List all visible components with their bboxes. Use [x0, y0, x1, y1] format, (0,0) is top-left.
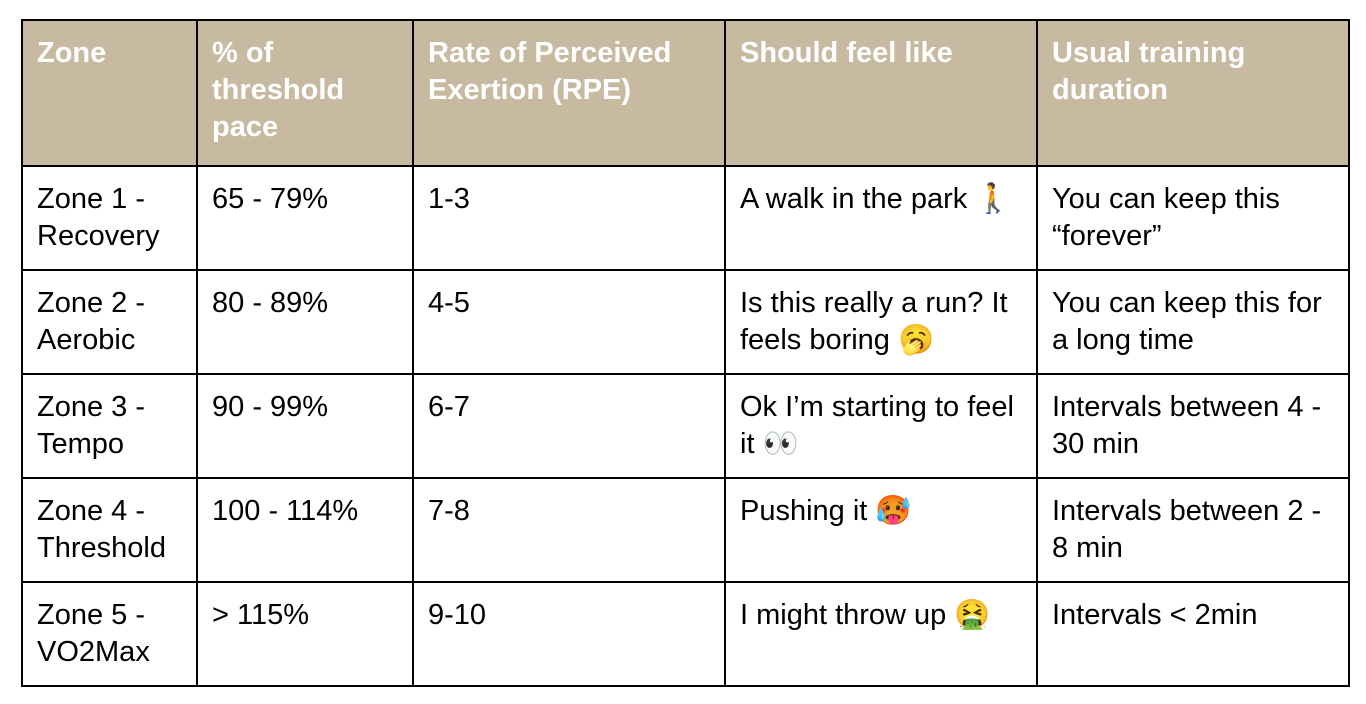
table-cell: Zone 1 - Recovery — [21, 165, 198, 271]
table-cell: 90 - 99% — [196, 373, 414, 479]
table-cell: Intervals between 4 - 30 min — [1036, 373, 1350, 479]
header-cell: Rate of Perceived Exertion (RPE) — [412, 19, 726, 167]
table-cell: 9-10 — [412, 581, 726, 687]
table-cell: 65 - 79% — [196, 165, 414, 271]
table-row: Zone 1 - Recovery 65 - 79% 1-3 A walk in th… — [21, 165, 1350, 271]
zones-table: Zone% of threshold pace Rate of Perceived… — [21, 19, 1350, 687]
table-cell: Zone 2 - Aerobic — [21, 269, 198, 375]
table-row: Zone 5 - VO2Max > 115% 9-10 I might throw u… — [21, 581, 1350, 687]
table-cell: Pushing it 🥵 — [724, 477, 1038, 583]
table-cell: 80 - 89% — [196, 269, 414, 375]
header-cell: % of threshold pace — [196, 19, 414, 167]
table-cell: You can keep this for a long time — [1036, 269, 1350, 375]
table-cell: A walk in the park 🚶 — [724, 165, 1038, 271]
header-row: Zone% of threshold pace Rate of Perceived… — [21, 19, 1350, 167]
table-body: Zone 1 - Recovery 65 - 79% 1-3 A walk in th… — [21, 165, 1350, 687]
table-cell: 6-7 — [412, 373, 726, 479]
table-cell: 4-5 — [412, 269, 726, 375]
table-cell: I might throw up 🤮 — [724, 581, 1038, 687]
header-cell: Zone — [21, 19, 198, 167]
table-container: Zone% of threshold pace Rate of Perceived… — [21, 19, 1350, 687]
table-cell: Is this really a run? It feels boring 🥱 — [724, 269, 1038, 375]
table-cell: Zone 5 - VO2Max — [21, 581, 198, 687]
table-cell: Zone 3 - Tempo — [21, 373, 198, 479]
table-row: Zone 4 - Threshold 100 - 114% 7-8 Pushing i… — [21, 477, 1350, 583]
table-cell: > 115% — [196, 581, 414, 687]
table-row: Zone 2 - Aerobic 80 - 89% 4-5 Is this reall… — [21, 269, 1350, 375]
header-cell: Usual training duration — [1036, 19, 1350, 167]
table-cell: Zone 4 - Threshold — [21, 477, 198, 583]
table-cell: Ok I’m starting to feel it 👀 — [724, 373, 1038, 479]
table-cell: 100 - 114% — [196, 477, 414, 583]
header-cell: Should feel like — [724, 19, 1038, 167]
table-cell: Intervals < 2min — [1036, 581, 1350, 687]
table-cell: 7-8 — [412, 477, 726, 583]
table-cell: 1-3 — [412, 165, 726, 271]
table-cell: You can keep this “forever” — [1036, 165, 1350, 271]
table-cell: Intervals between 2 - 8 min — [1036, 477, 1350, 583]
table-row: Zone 3 - Tempo 90 - 99% 6-7 Ok I’m starting… — [21, 373, 1350, 479]
